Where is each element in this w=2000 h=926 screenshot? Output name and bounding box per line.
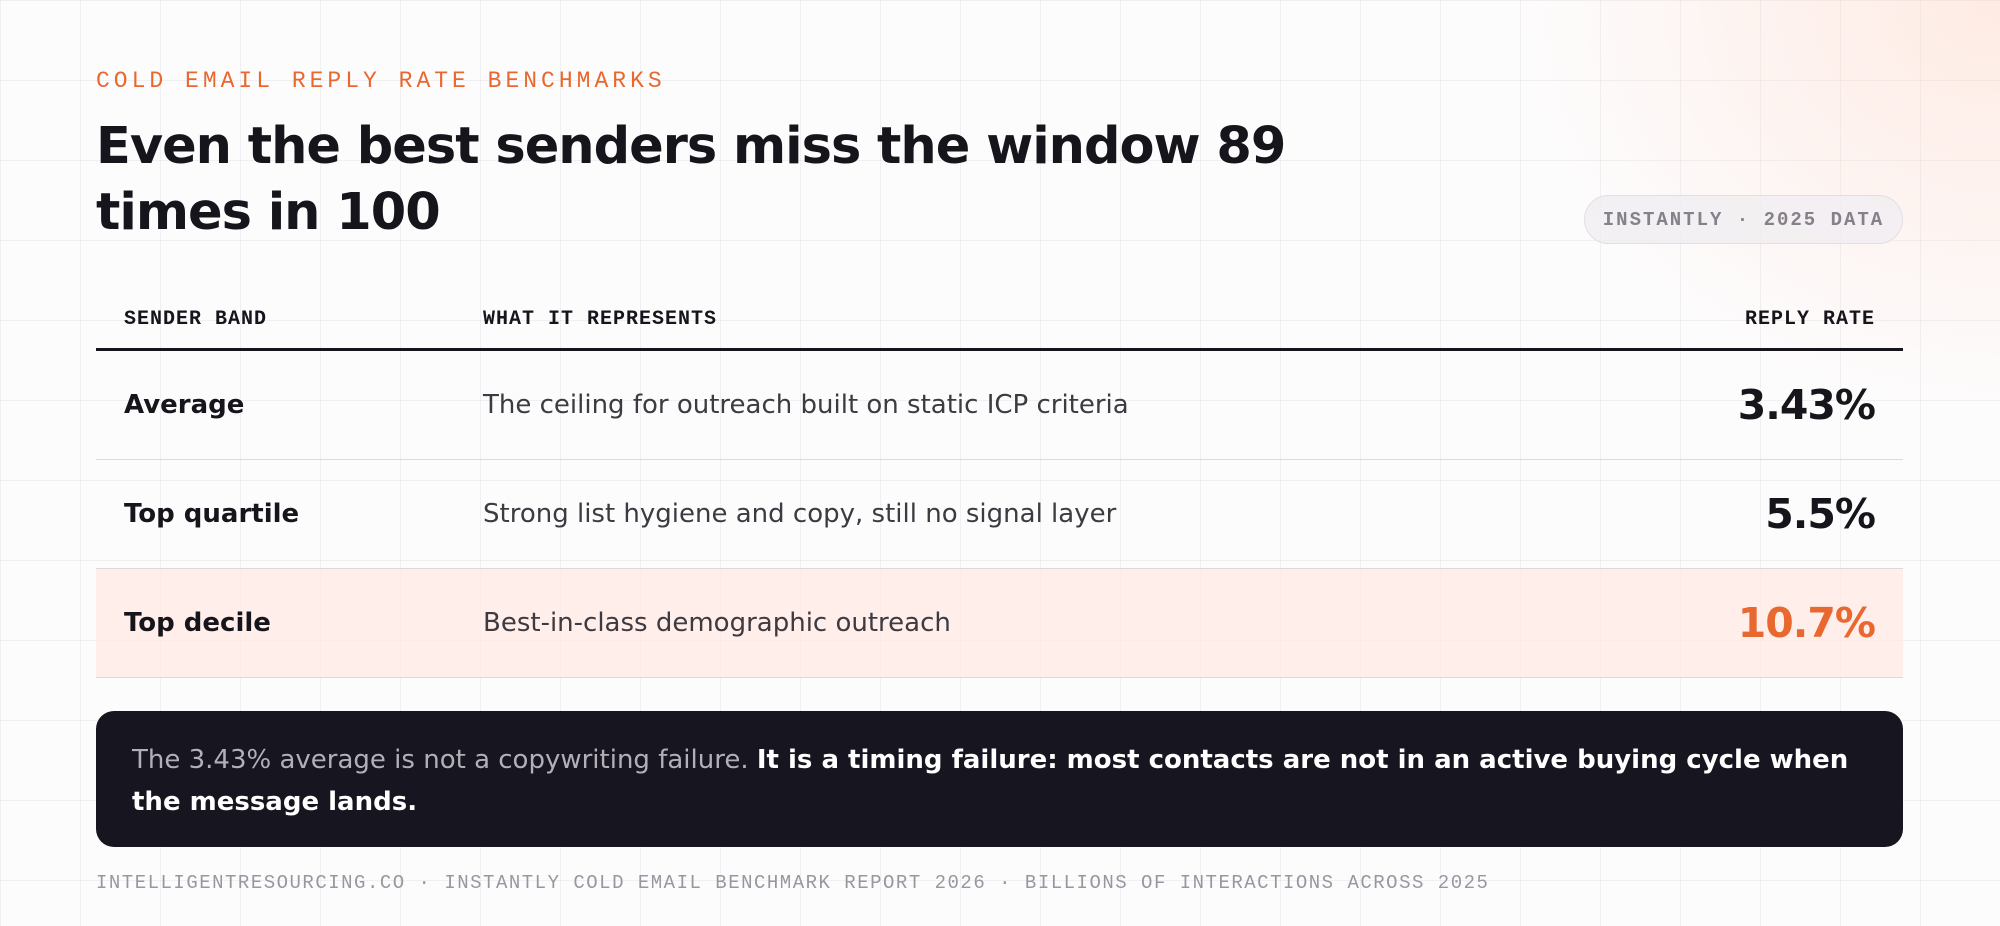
column-header: REPLY RATE [1590,290,1903,351]
callout-lead: The 3.43% average is not a copywriting f… [132,745,749,775]
description-cell: The ceiling for outreach built on static… [455,349,1591,460]
table-head: SENDER BAND WHAT IT REPRESENTS REPLY RAT… [96,290,1903,351]
table-body: Average The ceiling for outreach built o… [96,349,1903,678]
header-row: SENDER BAND WHAT IT REPRESENTS REPLY RAT… [96,290,1903,351]
content: COLD EMAIL REPLY RATE BENCHMARKS Even th… [96,0,1903,926]
band-cell: Top quartile [96,459,455,569]
eyebrow: COLD EMAIL REPLY RATE BENCHMARKS [96,68,666,94]
footer: INTELLIGENTRESOURCING.CO · INSTANTLY COL… [96,872,1490,894]
column-header: SENDER BAND [96,290,455,351]
table-row: Top quartile Strong list hygiene and cop… [96,459,1903,569]
description-cell: Best-in-class demographic outreach [455,568,1591,678]
badge: INSTANTLY · 2025 DATA [1584,195,1903,244]
band-cell: Average [96,349,455,460]
benchmark-table: SENDER BAND WHAT IT REPRESENTS REPLY RAT… [96,290,1903,678]
band-cell: Top decile [96,568,455,678]
rate-cell: 3.43% [1590,349,1903,460]
table-row: Top decile Best-in-class demographic out… [96,568,1903,678]
description-cell: Strong list hygiene and copy, still no s… [455,459,1591,569]
callout: The 3.43% average is not a copywriting f… [96,711,1903,847]
rate-cell: 10.7% [1590,568,1903,678]
table-row: Average The ceiling for outreach built o… [96,349,1903,460]
title: Even the best senders miss the window 89… [96,117,1286,242]
callout-emphasis: It is a timing failure: most contacts ar… [132,745,1849,817]
rate-cell: 5.5% [1590,459,1903,569]
column-header: WHAT IT REPRESENTS [455,290,1591,351]
